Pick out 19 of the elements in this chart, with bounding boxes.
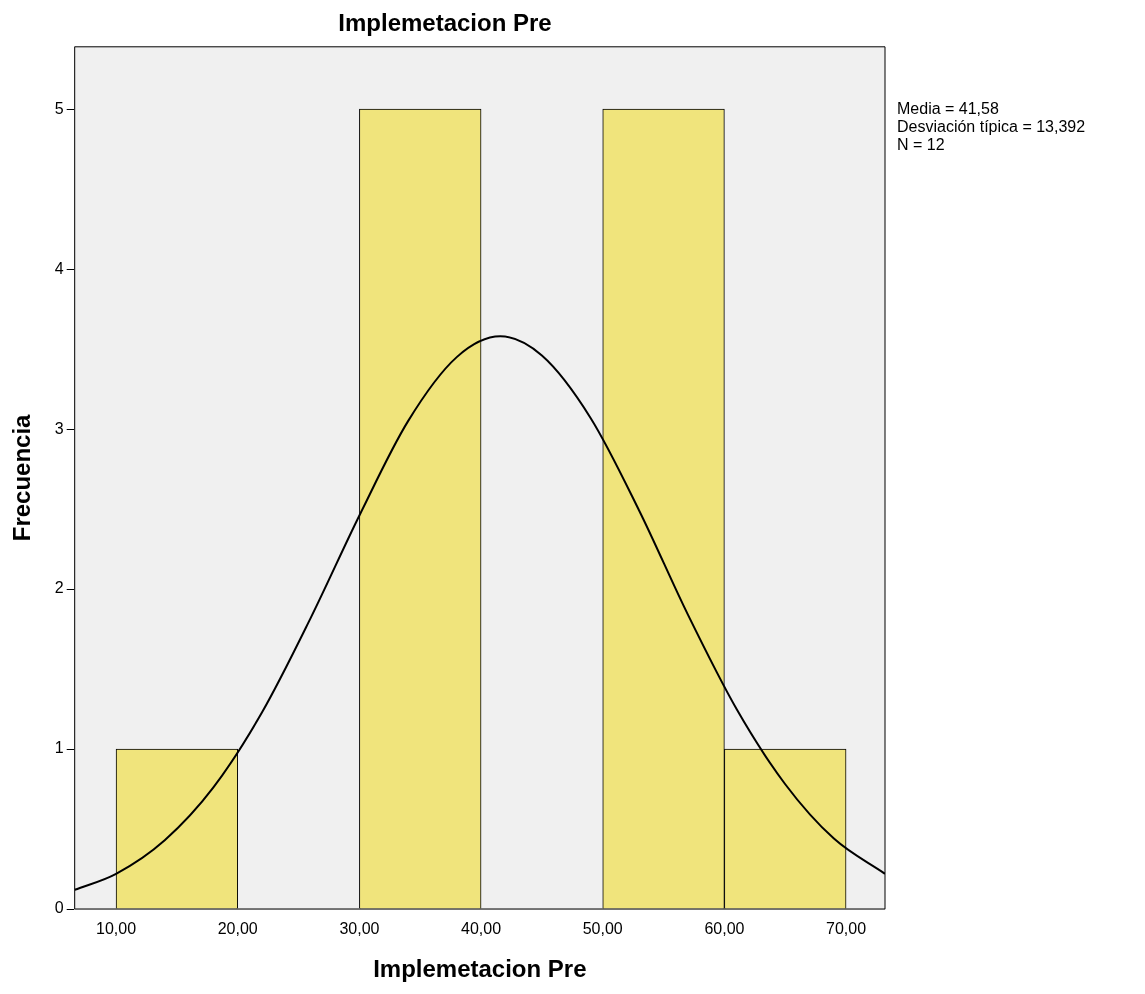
x-tick-label: 60,00 <box>704 920 745 938</box>
x-tick-label: 40,00 <box>461 920 502 938</box>
text: N = 12 <box>897 136 946 154</box>
x-tick-label: 30,00 <box>339 920 380 938</box>
y-tick-label: 4 <box>54 259 64 277</box>
y-tick-label: 2 <box>54 579 64 597</box>
x-axis-title: Implemetacion Pre <box>373 955 587 983</box>
y-tick-label: 0 <box>54 899 64 917</box>
x-tick-label: 20,00 <box>217 920 258 938</box>
y-tick-label: 1 <box>54 739 64 757</box>
x-tick-label: 50,00 <box>582 920 623 938</box>
chart-title: Implemetacion Pre <box>338 9 552 37</box>
text: Media = 41,58 <box>897 100 1000 118</box>
y-axis-title: Frecuencia <box>8 413 36 542</box>
x-tick-label: 70,00 <box>826 920 867 938</box>
y-tick-label: 3 <box>54 419 64 437</box>
text: Desviación típica = 13,392 <box>897 118 1086 136</box>
x-tick-label: 10,00 <box>96 920 137 938</box>
y-tick-label: 5 <box>54 99 64 117</box>
